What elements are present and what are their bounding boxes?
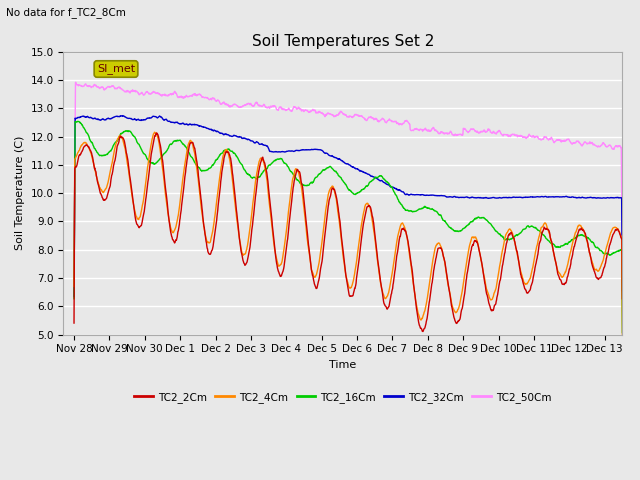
Y-axis label: Soil Temperature (C): Soil Temperature (C) bbox=[15, 136, 25, 251]
X-axis label: Time: Time bbox=[329, 360, 356, 370]
Title: Soil Temperatures Set 2: Soil Temperatures Set 2 bbox=[252, 34, 434, 49]
Text: No data for f_TC2_8Cm: No data for f_TC2_8Cm bbox=[6, 7, 126, 18]
Text: SI_met: SI_met bbox=[97, 63, 135, 74]
Legend: TC2_2Cm, TC2_4Cm, TC2_16Cm, TC2_32Cm, TC2_50Cm: TC2_2Cm, TC2_4Cm, TC2_16Cm, TC2_32Cm, TC… bbox=[130, 388, 556, 407]
